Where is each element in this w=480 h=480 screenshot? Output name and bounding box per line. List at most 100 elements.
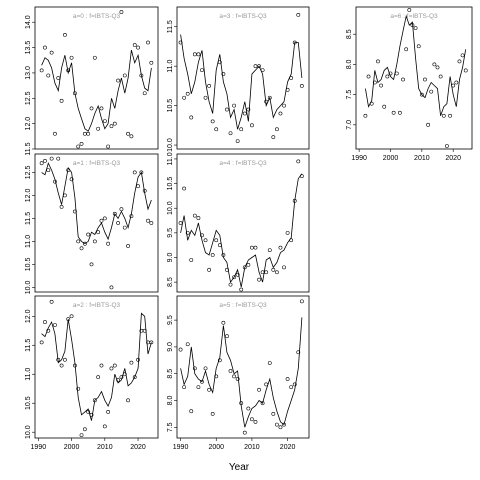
observed-point xyxy=(89,106,94,111)
observed-point xyxy=(196,385,201,389)
observed-point xyxy=(92,239,97,244)
y-tick-label: 11.5 xyxy=(25,339,32,352)
observed-point xyxy=(149,221,154,225)
observed-point xyxy=(210,411,215,416)
y-tick-label: 11.5 xyxy=(25,212,32,225)
panel-4: a=4 : f=IBTS-Q3 8.5 9.0 9.5 10.0 10.5 11.0 xyxy=(167,152,310,293)
observed-point xyxy=(63,32,67,37)
observed-point xyxy=(207,83,212,88)
observed-point xyxy=(210,253,215,257)
observed-point xyxy=(46,168,51,173)
y-tick-label: 7.5 xyxy=(346,90,353,100)
y-tick-label: 10.0 xyxy=(167,201,174,215)
observed-point xyxy=(410,23,415,28)
y-tick-label: 11.0 xyxy=(167,60,174,73)
observed-point xyxy=(132,375,137,380)
observed-point xyxy=(53,179,57,184)
panel-title: a=3 : f=IBTS-Q3 xyxy=(219,13,267,20)
observed-point xyxy=(92,55,97,60)
observed-point xyxy=(372,80,377,85)
observed-point xyxy=(438,74,443,79)
observed-point xyxy=(289,238,294,243)
observed-point xyxy=(225,334,229,339)
observed-point xyxy=(228,369,233,373)
observed-point xyxy=(79,142,84,146)
y-tick-label: 11.0 xyxy=(25,368,32,381)
observed-point xyxy=(246,262,251,267)
y-tick-label: 12.0 xyxy=(25,188,32,202)
observed-point xyxy=(250,245,254,250)
observed-point xyxy=(217,358,222,363)
observed-point xyxy=(106,410,111,414)
observed-point xyxy=(63,193,67,198)
observed-point xyxy=(278,111,283,116)
panel-title: a=4 : f=IBTS-Q3 xyxy=(219,160,267,167)
observed-point xyxy=(119,207,124,212)
observed-point xyxy=(426,122,431,127)
observed-point xyxy=(112,363,117,368)
observed-point xyxy=(126,131,130,136)
observed-point xyxy=(56,357,61,362)
observed-point xyxy=(43,158,47,163)
observed-point xyxy=(221,253,226,257)
observed-point xyxy=(271,135,276,140)
observed-point xyxy=(274,422,279,427)
observed-point xyxy=(122,225,127,230)
observed-point xyxy=(146,218,150,223)
y-tick-label: 10.5 xyxy=(25,396,32,410)
observed-point xyxy=(189,115,194,120)
observed-point xyxy=(53,323,57,327)
observed-point xyxy=(257,64,261,69)
fitted-line xyxy=(180,173,303,288)
observed-point xyxy=(56,156,61,161)
observed-point xyxy=(253,64,258,69)
observed-point xyxy=(82,241,87,246)
observed-point xyxy=(126,244,130,248)
y-tick-label: 12.5 xyxy=(25,91,32,105)
x-tick-label: 2010 xyxy=(244,444,260,451)
observed-point xyxy=(221,72,226,76)
observed-point xyxy=(49,50,54,55)
observed-point xyxy=(112,211,117,216)
observed-point xyxy=(232,275,236,280)
x-tick-label: 2000 xyxy=(64,444,80,451)
observed-point xyxy=(142,91,147,96)
observed-point xyxy=(292,198,297,203)
observed-point xyxy=(136,184,140,189)
observed-point xyxy=(292,40,297,45)
panel-title: a=1 : f=IBTS-Q3 xyxy=(73,160,121,167)
y-tick-label: 10.0 xyxy=(167,138,174,152)
observed-point xyxy=(129,134,134,139)
panel-1: a=3 : f=IBTS-Q3 10.0 10.5 11.0 11.5 xyxy=(167,6,310,152)
y-tick-label: 9.0 xyxy=(167,342,174,352)
observed-point xyxy=(192,52,197,57)
observed-point xyxy=(192,213,197,218)
y-tick-label: 11.5 xyxy=(167,20,174,33)
observed-point xyxy=(457,59,462,64)
observed-point xyxy=(136,357,140,362)
observed-point xyxy=(264,382,269,387)
observed-point xyxy=(435,65,440,70)
fitted-line xyxy=(41,312,152,421)
observed-point xyxy=(59,363,64,368)
observed-point xyxy=(149,60,154,65)
observed-point xyxy=(99,218,104,223)
x-tick-label: 2010 xyxy=(414,155,430,162)
observed-point xyxy=(285,377,290,381)
observed-point xyxy=(109,366,114,371)
fitted-line xyxy=(180,34,303,130)
observed-point xyxy=(66,168,71,173)
y-tick-label: 10.5 xyxy=(167,99,174,113)
observed-point xyxy=(463,68,468,73)
observed-point xyxy=(271,411,276,416)
observed-point xyxy=(39,161,44,166)
observed-point xyxy=(129,214,134,219)
y-tick-label: 10.0 xyxy=(25,425,32,439)
observed-point xyxy=(119,375,124,380)
observed-point xyxy=(404,47,409,52)
observed-point xyxy=(66,317,71,322)
observed-point xyxy=(454,80,459,85)
observed-point xyxy=(242,430,247,435)
observed-point xyxy=(217,243,222,248)
